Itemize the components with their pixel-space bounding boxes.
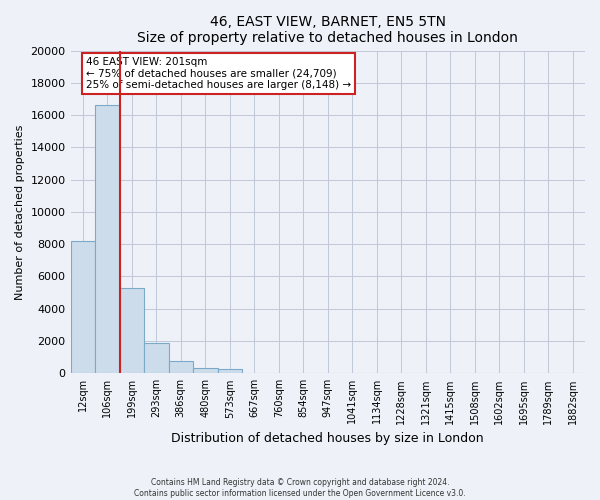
Bar bbox=[95, 106, 119, 374]
Bar bbox=[119, 288, 144, 374]
Title: 46, EAST VIEW, BARNET, EN5 5TN
Size of property relative to detached houses in L: 46, EAST VIEW, BARNET, EN5 5TN Size of p… bbox=[137, 15, 518, 45]
Bar bbox=[71, 241, 95, 374]
Bar bbox=[144, 344, 169, 374]
Y-axis label: Number of detached properties: Number of detached properties bbox=[15, 124, 25, 300]
Text: Contains HM Land Registry data © Crown copyright and database right 2024.
Contai: Contains HM Land Registry data © Crown c… bbox=[134, 478, 466, 498]
Bar bbox=[218, 369, 242, 374]
Bar bbox=[193, 368, 218, 374]
X-axis label: Distribution of detached houses by size in London: Distribution of detached houses by size … bbox=[172, 432, 484, 445]
Bar bbox=[169, 360, 193, 374]
Text: 46 EAST VIEW: 201sqm
← 75% of detached houses are smaller (24,709)
25% of semi-d: 46 EAST VIEW: 201sqm ← 75% of detached h… bbox=[86, 57, 351, 90]
